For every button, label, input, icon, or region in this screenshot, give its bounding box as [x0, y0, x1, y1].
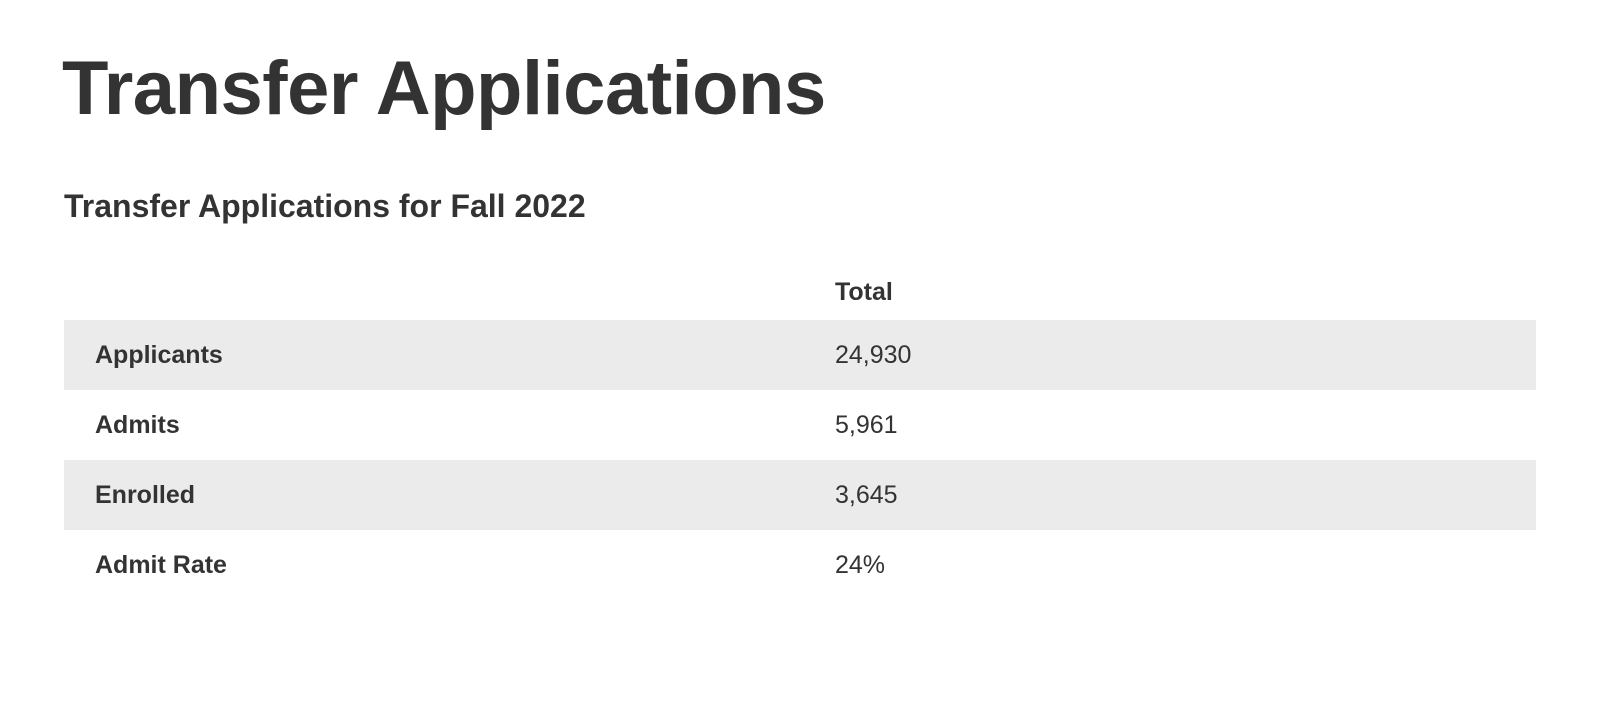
data-table: Total Applicants 24,930 Admits 5,961 Enrolle… [64, 265, 1536, 600]
cell-value: 5,961 [835, 410, 898, 439]
row-label: Applicants [95, 340, 223, 369]
row-label: Admit Rate [95, 550, 227, 579]
table-head: Total [64, 265, 1536, 320]
table-row: Applicants 24,930 [64, 320, 1536, 390]
table-row: Admits 5,961 [64, 390, 1536, 460]
table-row: Enrolled 3,645 [64, 460, 1536, 530]
cell-value: 24,930 [835, 340, 912, 369]
row-label: Enrolled [95, 480, 196, 509]
header-cell-blank [64, 265, 835, 320]
cell-value: 3,645 [835, 480, 898, 509]
row-label: Admits [95, 410, 180, 439]
header-row: Total [64, 265, 1536, 320]
table-caption: Transfer Applications for Fall 2022 [64, 188, 586, 224]
table-body: Applicants 24,930 Admits 5,961 Enrolled 3,645… [64, 320, 1536, 600]
page-title: Transfer Applications [62, 46, 826, 131]
cell-value: 24% [835, 550, 886, 579]
table-row: Admit Rate 24% [64, 530, 1536, 600]
column-header: Total [835, 278, 893, 306]
